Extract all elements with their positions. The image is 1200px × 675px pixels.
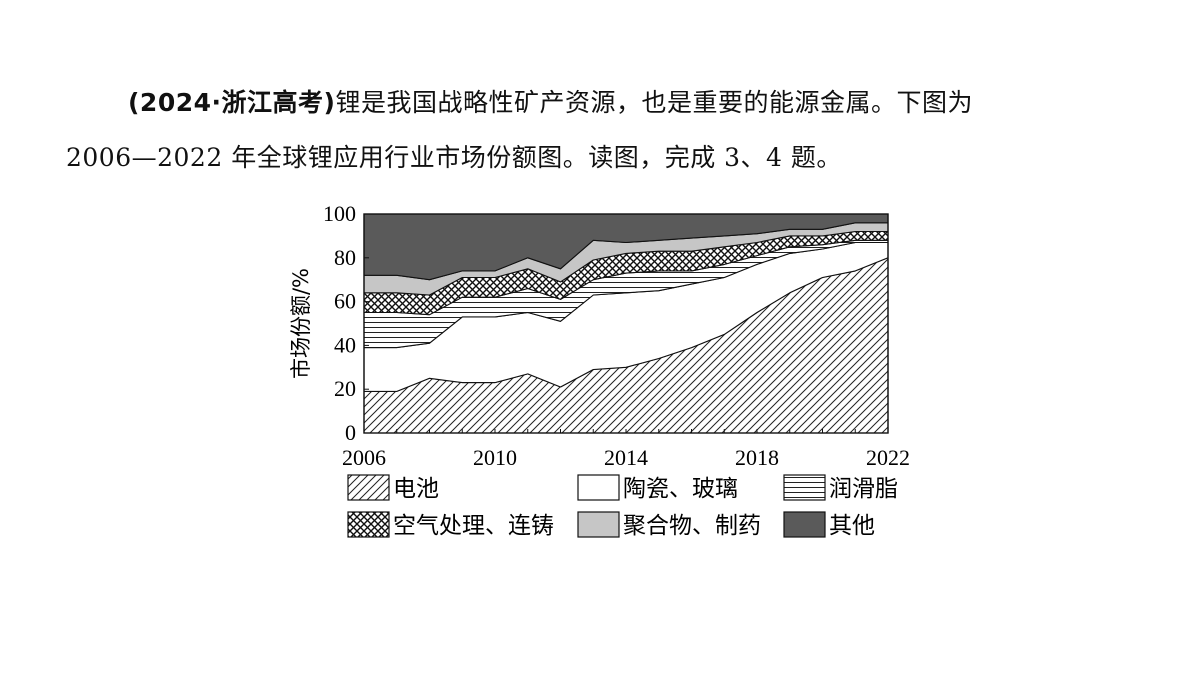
legend-swatch (577, 474, 620, 501)
legend-swatch (783, 511, 826, 538)
y-axis-label: 市场份额/% (289, 268, 313, 379)
legend-label: 陶瓷、玻璃 (623, 476, 738, 502)
legend-swatch (783, 474, 826, 501)
y-tick-label: 60 (334, 289, 356, 314)
y-tick-label: 20 (334, 376, 356, 401)
y-tick-label: 0 (345, 420, 356, 445)
question-line-1: (2024·浙江高考)锂是我国战略性矿产资源，也是重要的能源金属。下图为 (66, 90, 1136, 115)
question-source: (2024·浙江高考) (128, 88, 336, 117)
x-tick-label: 2022 (866, 445, 910, 470)
legend-label: 聚合物、制药 (623, 513, 761, 539)
x-tick-label: 2006 (342, 445, 386, 470)
area-layers (363, 213, 889, 434)
legend-swatch (347, 474, 390, 501)
market-share-chart: 0 20 40 60 80 100 2006 2010 2014 2018 2022 市场份额/% 电… (289, 201, 910, 539)
x-tick-label: 2018 (735, 445, 779, 470)
legend-label: 润滑脂 (829, 476, 898, 502)
legend-swatch (347, 511, 390, 538)
legend-swatch (577, 511, 620, 538)
chart-axes: 0 20 40 60 80 100 2006 2010 2014 2018 2022 市场份额/% (289, 201, 910, 470)
question-line-2: 2006—2022 年全球锂应用行业市场份额图。读图，完成 3、4 题。 (66, 143, 842, 172)
x-tick-label: 2010 (473, 445, 517, 470)
x-tick-label: 2014 (604, 445, 648, 470)
legend-label: 空气处理、连铸 (393, 513, 554, 539)
y-tick-label: 80 (334, 245, 356, 270)
y-tick-label: 40 (334, 332, 356, 357)
question-text-1: 锂是我国战略性矿产资源，也是重要的能源金属。下图为 (335, 88, 973, 117)
y-tick-label: 100 (323, 201, 356, 226)
legend-label: 其他 (829, 513, 875, 539)
legend-label: 电池 (393, 476, 439, 502)
